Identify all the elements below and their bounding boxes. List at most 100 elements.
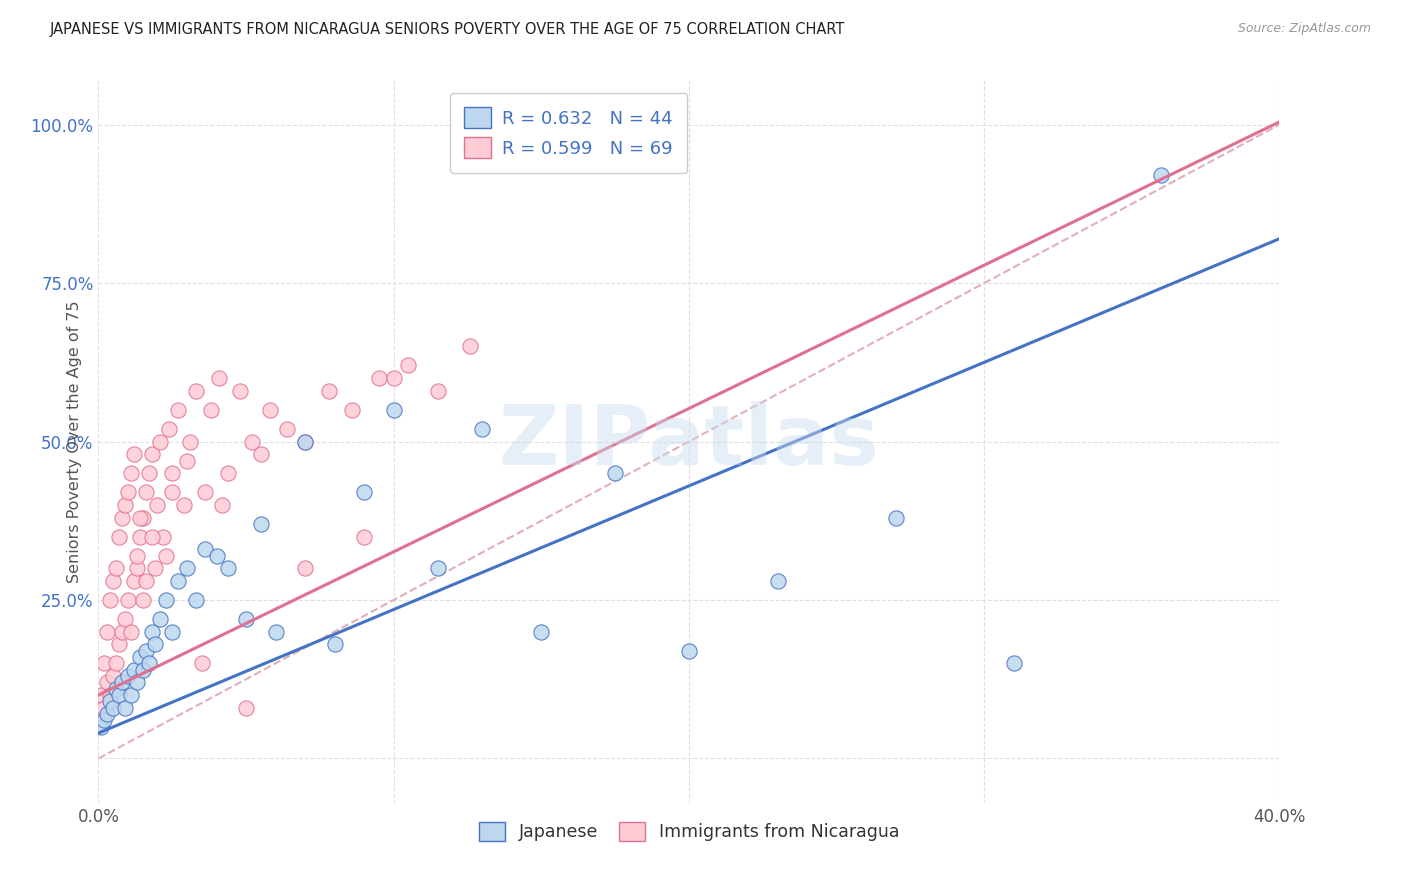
Point — [211, 498, 233, 512]
Point — [111, 624, 134, 639]
Point — [205, 549, 228, 563]
Point — [103, 669, 125, 683]
Point — [141, 447, 163, 461]
Point — [125, 561, 148, 575]
Point — [125, 549, 148, 563]
Point — [125, 675, 148, 690]
Point — [122, 663, 145, 677]
Text: JAPANESE VS IMMIGRANTS FROM NICARAGUA SENIORS POVERTY OVER THE AGE OF 75 CORRELA: JAPANESE VS IMMIGRANTS FROM NICARAGUA SE… — [49, 22, 845, 37]
Point — [132, 663, 155, 677]
Point — [766, 574, 789, 588]
Legend: Japanese, Immigrants from Nicaragua: Japanese, Immigrants from Nicaragua — [471, 815, 907, 848]
Point — [96, 707, 118, 722]
Point — [294, 434, 316, 449]
Point — [108, 530, 131, 544]
Point — [353, 530, 375, 544]
Point — [398, 359, 420, 373]
Point — [122, 447, 145, 461]
Point — [217, 561, 239, 575]
Point — [114, 700, 136, 714]
Point — [98, 593, 121, 607]
Point — [120, 688, 142, 702]
Point — [530, 624, 553, 639]
Point — [146, 498, 169, 512]
Point — [111, 510, 134, 524]
Point — [114, 498, 136, 512]
Point — [1002, 657, 1025, 671]
Point — [323, 637, 346, 651]
Point — [114, 612, 136, 626]
Point — [117, 593, 139, 607]
Point — [108, 637, 131, 651]
Point — [427, 561, 450, 575]
Point — [122, 574, 145, 588]
Point — [200, 402, 222, 417]
Point — [132, 510, 155, 524]
Point — [167, 574, 190, 588]
Point — [143, 637, 166, 651]
Y-axis label: Seniors Poverty Over the Age of 75: Seniors Poverty Over the Age of 75 — [66, 301, 82, 582]
Point — [179, 434, 201, 449]
Point — [208, 371, 231, 385]
Point — [103, 700, 125, 714]
Point — [90, 688, 112, 702]
Point — [382, 402, 405, 417]
Point — [294, 434, 316, 449]
Point — [235, 700, 257, 714]
Point — [235, 612, 257, 626]
Text: Source: ZipAtlas.com: Source: ZipAtlas.com — [1237, 22, 1371, 36]
Point — [128, 650, 150, 665]
Point — [128, 510, 150, 524]
Point — [138, 467, 160, 481]
Point — [135, 643, 157, 657]
Point — [276, 422, 298, 436]
Point — [90, 720, 112, 734]
Point — [155, 593, 177, 607]
Point — [259, 402, 281, 417]
Point — [191, 657, 214, 671]
Point — [382, 371, 405, 385]
Point — [135, 574, 157, 588]
Point — [1150, 169, 1173, 183]
Point — [143, 561, 166, 575]
Point — [157, 422, 180, 436]
Point — [176, 453, 198, 467]
Point — [342, 402, 364, 417]
Point — [167, 402, 190, 417]
Point — [162, 624, 183, 639]
Point — [194, 485, 217, 500]
Point — [162, 467, 183, 481]
Point — [141, 530, 163, 544]
Point — [250, 447, 273, 461]
Point — [184, 384, 207, 398]
Point — [152, 530, 174, 544]
Point — [368, 371, 391, 385]
Point — [93, 657, 115, 671]
Point — [471, 422, 494, 436]
Point — [96, 624, 118, 639]
Point — [117, 485, 139, 500]
Point — [264, 624, 287, 639]
Point — [605, 467, 627, 481]
Point — [135, 485, 157, 500]
Point — [117, 669, 139, 683]
Point — [294, 561, 316, 575]
Point — [120, 624, 142, 639]
Point — [96, 675, 118, 690]
Point — [353, 485, 375, 500]
Point — [120, 467, 142, 481]
Point — [427, 384, 450, 398]
Point — [884, 510, 907, 524]
Point — [318, 384, 340, 398]
Point — [111, 675, 134, 690]
Point — [194, 542, 217, 557]
Point — [149, 612, 172, 626]
Point — [138, 657, 160, 671]
Point — [98, 694, 121, 708]
Point — [141, 624, 163, 639]
Point — [105, 561, 128, 575]
Point — [128, 530, 150, 544]
Point — [240, 434, 263, 449]
Point — [173, 498, 195, 512]
Point — [132, 593, 155, 607]
